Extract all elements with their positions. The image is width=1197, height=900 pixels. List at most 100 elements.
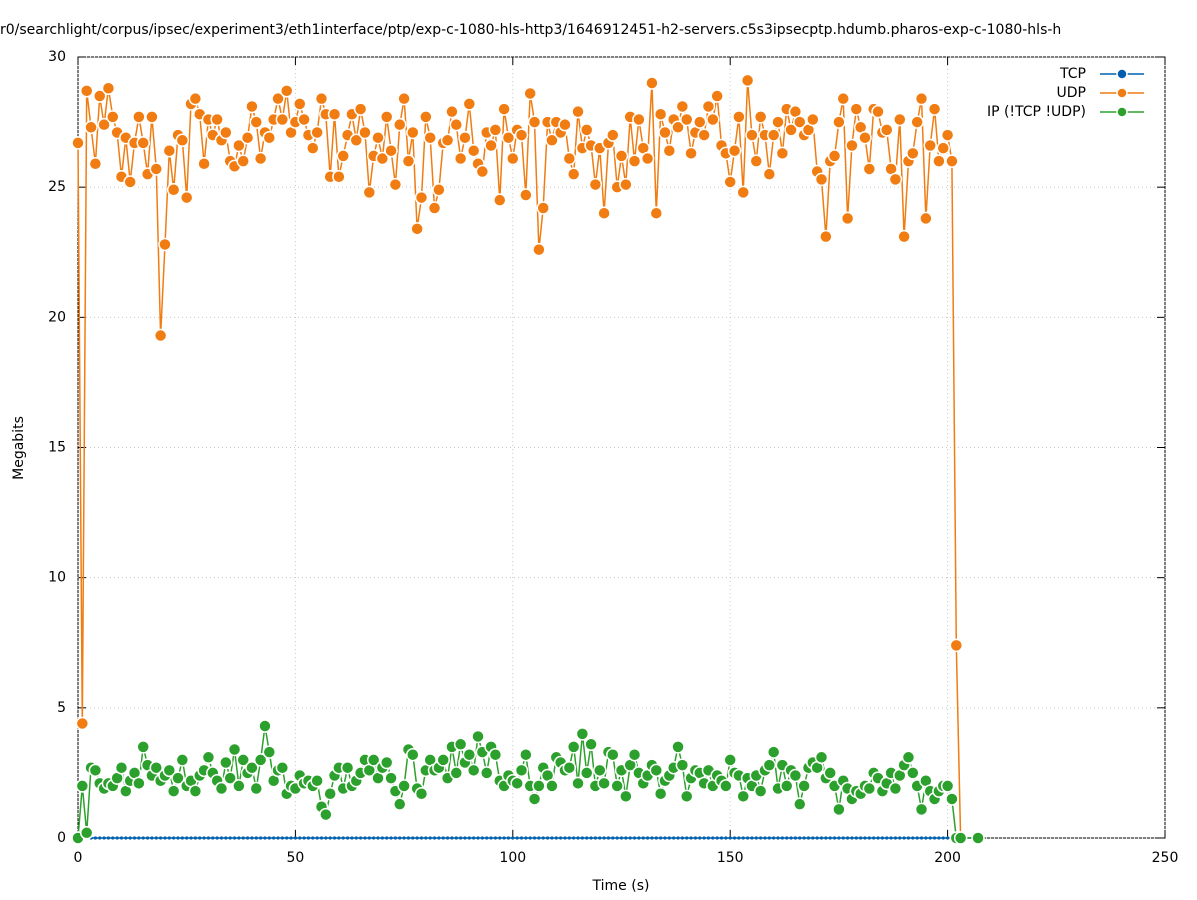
data-point xyxy=(653,786,668,801)
data-point xyxy=(867,836,871,840)
data-point xyxy=(306,836,311,840)
data-point xyxy=(849,102,864,116)
data-point xyxy=(888,781,903,796)
data-point xyxy=(375,151,390,166)
data-point xyxy=(149,760,164,775)
data-point xyxy=(614,149,629,163)
data-point xyxy=(324,836,328,840)
data-point xyxy=(862,781,877,796)
data-point xyxy=(719,779,733,793)
data-point xyxy=(876,836,880,840)
data-point xyxy=(372,836,376,840)
data-point xyxy=(763,836,767,840)
data-point xyxy=(462,97,477,111)
data-point xyxy=(923,138,937,153)
data-point xyxy=(689,836,693,840)
y-tick-label: 5 xyxy=(57,700,66,716)
data-point xyxy=(441,836,445,840)
data-point xyxy=(649,763,664,778)
data-point xyxy=(672,836,676,840)
data-point xyxy=(310,125,324,140)
data-point xyxy=(232,836,237,840)
data-point xyxy=(401,154,416,168)
data-point xyxy=(445,836,450,840)
data-point xyxy=(272,836,276,840)
data-point xyxy=(479,766,494,780)
data-point xyxy=(719,836,724,840)
data-point xyxy=(945,154,959,168)
y-tick-label: 25 xyxy=(48,179,66,195)
data-point xyxy=(88,763,103,778)
data-point xyxy=(475,164,490,179)
data-point xyxy=(188,91,203,106)
data-point xyxy=(710,89,724,103)
data-point xyxy=(376,836,380,840)
data-point xyxy=(366,753,381,767)
data-point xyxy=(424,836,428,840)
data-point xyxy=(940,128,955,142)
data-point xyxy=(354,836,358,840)
data-point xyxy=(315,836,319,840)
data-point xyxy=(337,836,341,840)
plot-frame xyxy=(77,56,1166,839)
data-point xyxy=(132,836,137,840)
data-point xyxy=(206,836,211,840)
data-point xyxy=(824,836,828,840)
data-point xyxy=(450,836,454,840)
data-point xyxy=(727,143,742,158)
legend-marker xyxy=(1116,87,1128,99)
data-point xyxy=(328,836,332,840)
data-point xyxy=(285,836,289,840)
data-point xyxy=(419,836,424,840)
data-point xyxy=(910,115,924,129)
data-point xyxy=(780,836,784,840)
data-point xyxy=(619,177,633,192)
data-point xyxy=(467,836,471,840)
data-point xyxy=(506,151,520,166)
data-point xyxy=(606,128,620,142)
data-point xyxy=(79,84,94,98)
data-point xyxy=(98,836,102,840)
data-point xyxy=(898,836,902,840)
data-point xyxy=(641,836,645,840)
data-point xyxy=(445,104,459,119)
data-point xyxy=(911,836,915,840)
data-point xyxy=(706,836,711,840)
data-point xyxy=(484,138,498,153)
data-point xyxy=(814,750,829,765)
data-point xyxy=(862,162,877,176)
data-point xyxy=(162,763,177,778)
data-point xyxy=(175,753,190,767)
data-point xyxy=(176,836,180,840)
data-point xyxy=(902,836,906,840)
x-axis-label: Time (s) xyxy=(592,878,650,894)
data-point xyxy=(241,836,245,840)
data-point xyxy=(385,836,389,840)
data-point xyxy=(797,779,811,793)
data-point xyxy=(888,172,903,187)
data-point xyxy=(232,779,246,793)
data-point xyxy=(566,740,581,754)
data-point xyxy=(215,836,219,840)
data-point xyxy=(79,826,94,840)
data-point xyxy=(676,836,680,840)
data-point xyxy=(349,133,364,148)
data-point xyxy=(498,836,502,840)
data-point xyxy=(880,836,884,840)
data-point xyxy=(162,143,177,158)
data-point xyxy=(306,141,320,155)
data-point xyxy=(893,112,907,127)
data-point xyxy=(345,836,350,840)
data-point xyxy=(145,836,150,840)
data-point xyxy=(863,836,867,840)
data-point xyxy=(453,737,468,752)
data-point xyxy=(593,763,607,778)
data-point xyxy=(528,836,532,840)
data-point xyxy=(741,836,745,840)
data-point xyxy=(245,836,250,840)
data-point xyxy=(397,91,411,106)
legend-marker xyxy=(1116,106,1128,118)
data-point xyxy=(732,110,746,124)
data-point xyxy=(488,747,503,762)
data-point xyxy=(949,638,964,653)
